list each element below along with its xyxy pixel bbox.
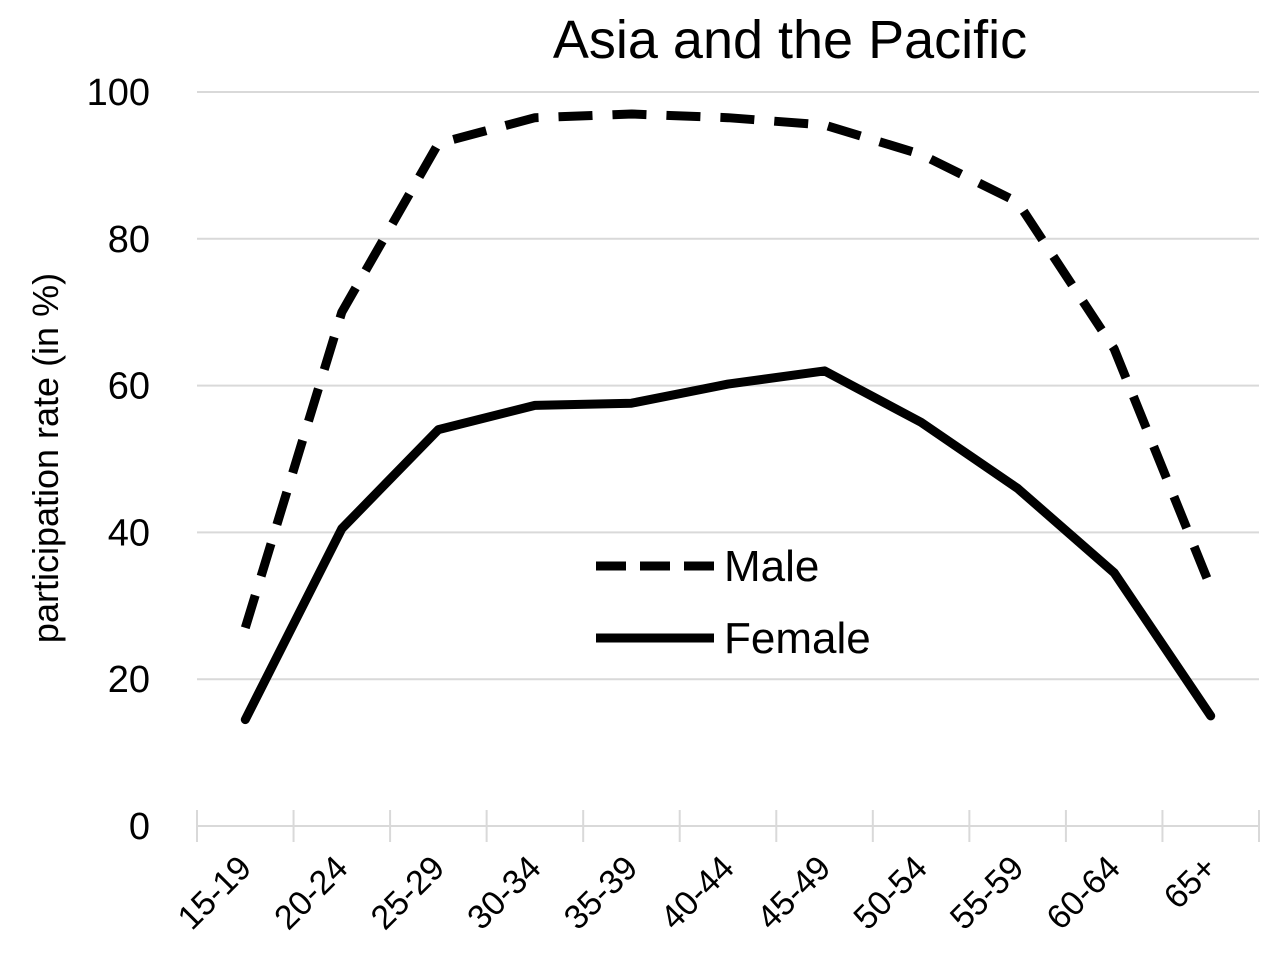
y-axis-label: participation rate (in %) [25, 273, 66, 643]
x-tick-label: 25-29 [364, 849, 452, 937]
x-tick-label: 15-19 [171, 849, 259, 937]
x-tick-label: 20-24 [267, 849, 355, 937]
x-tick-label: 55-59 [943, 849, 1031, 937]
x-tick-label: 35-39 [557, 849, 645, 937]
x-tick-label: 60-64 [1039, 849, 1127, 937]
chart-title: Asia and the Pacific [553, 10, 1027, 70]
series-line-male [240, 109, 1215, 630]
x-tick-label: 50-54 [846, 849, 934, 937]
y-tick-label: 0 [129, 806, 150, 848]
x-tick-labels: 15-19 20-24 25-29 30-34 35-39 40-44 45-49 50-54… [171, 849, 1225, 937]
series-line-female [240, 366, 1216, 725]
x-tick-label: 30-34 [460, 849, 548, 937]
legend: Male Female [596, 542, 871, 663]
y-tick-label: 40 [108, 512, 150, 554]
x-axis [196, 810, 1260, 842]
y-tick-label: 80 [108, 219, 150, 261]
y-tick-label: 20 [108, 659, 150, 701]
x-tick-label: 40-44 [653, 849, 741, 937]
y-tick-label: 60 [108, 366, 150, 408]
x-tick-label: 65+ [1157, 849, 1225, 917]
y-tick-labels: 0 20 40 60 80 100 [87, 72, 150, 848]
legend-label-female: Female [724, 614, 871, 663]
x-tick-label: 45-49 [750, 849, 838, 937]
series-lines [240, 109, 1216, 725]
y-tick-label: 100 [87, 72, 150, 114]
legend-label-male: Male [724, 542, 819, 591]
